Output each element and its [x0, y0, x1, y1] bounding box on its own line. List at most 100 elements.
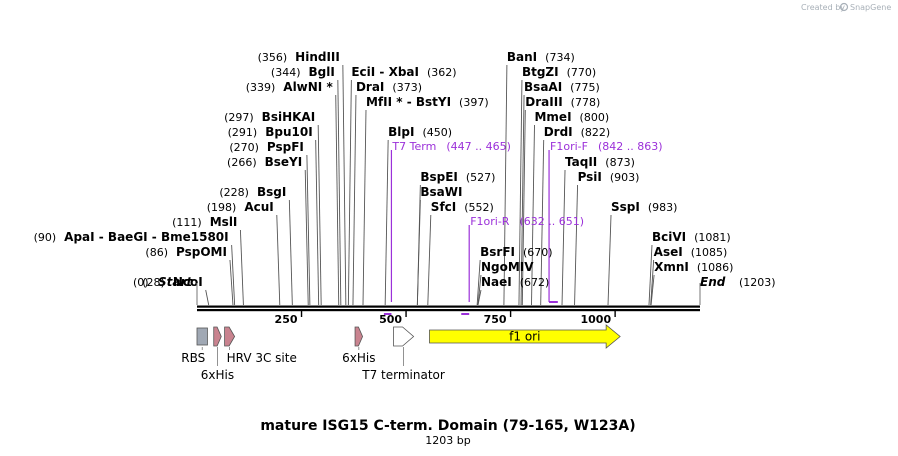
start-pos: (0): [133, 276, 149, 289]
site-pos-pspomi: (86): [145, 246, 168, 259]
primer-name-t7-term[interactable]: T7 Term: [391, 140, 436, 153]
site-pos-xmni: (1086): [697, 261, 734, 274]
site-name-acui[interactable]: AcuI: [244, 200, 273, 214]
site-name-bani[interactable]: BanI: [507, 50, 537, 64]
site-name-ecii-xbai[interactable]: EciI - XbaI: [351, 65, 419, 79]
site-line-sfci: [427, 214, 432, 306]
site-name-taqii[interactable]: TaqII: [565, 155, 597, 169]
map-subtitle: 1203 bp: [425, 434, 470, 447]
site-line-drai: [352, 94, 357, 306]
site-line-btgzi: [518, 79, 523, 306]
site-pos-blpi: (450): [422, 126, 452, 139]
site-line-bsrfi: [476, 259, 481, 306]
sequence-backbone: [197, 305, 700, 312]
site-line-bsihkai: [317, 124, 322, 306]
site-name-pspomi[interactable]: PspOMI: [176, 245, 227, 259]
site-name-naei[interactable]: NaeI: [481, 275, 512, 289]
site-name-blpi[interactable]: BlpI: [388, 125, 414, 139]
feature-hrv-3c-site-2[interactable]: [224, 326, 236, 347]
site-name-pspfi[interactable]: PspFI: [267, 140, 304, 154]
site-name-bsihkai[interactable]: BsiHKAI: [262, 110, 316, 124]
site-pos-bpu10i: (291): [228, 126, 258, 139]
site-pos-bcivi: (1081): [694, 231, 731, 244]
backbone-bottom-strand: [197, 309, 700, 312]
site-name-bsawi[interactable]: BsaWI: [420, 185, 462, 199]
site-line-bsaai: [520, 94, 525, 306]
site-pos-bgli: (344): [271, 66, 301, 79]
snapgene-credit: Created by SnapGene: [801, 2, 891, 12]
site-pos-pspfi: (270): [229, 141, 259, 154]
primer-range-f1ori-r: (632 .. 651): [519, 215, 584, 228]
site-line-bsgi: [288, 199, 293, 306]
feature-6xhis-1[interactable]: [213, 326, 222, 347]
site-pos-naei: (672): [520, 276, 550, 289]
site-line-msli: [239, 229, 244, 306]
feature-rbs-0[interactable]: [196, 327, 208, 346]
site-pos-bani: (734): [545, 51, 575, 64]
ruler-label-250: 250: [275, 313, 298, 326]
feature-t7-terminator-4[interactable]: [393, 326, 415, 347]
feature-6xhis-3[interactable]: [354, 326, 364, 347]
site-labels: NcoI (28) PspOMI (86) ApaI - BaeGI - Bme1580…: [34, 50, 734, 289]
site-line-pspomi: [229, 259, 234, 306]
site-name-sspi[interactable]: SspI: [611, 200, 640, 214]
primer-name-f1ori-r[interactable]: F1ori-R: [470, 215, 510, 228]
site-name-bcivi[interactable]: BciVI: [652, 230, 686, 244]
site-pos-sspi: (983): [648, 201, 678, 214]
site-name-asei[interactable]: AseI: [654, 245, 683, 259]
site-line-ecii-xbai: [347, 79, 352, 306]
site-pos-drai: (373): [392, 81, 422, 94]
site-line-naei: [477, 289, 482, 306]
site-name-bgli[interactable]: BglI: [309, 65, 335, 79]
site-name-drai[interactable]: DraI: [356, 80, 384, 94]
site-name-xmni[interactable]: XmnI: [654, 260, 689, 274]
site-name-alwni[interactable]: AlwNI *: [283, 80, 333, 94]
site-line-mmei: [531, 124, 535, 306]
site-name-bsrfi[interactable]: BsrFI: [480, 245, 515, 259]
ruler-label-1000: 1000: [580, 313, 611, 326]
site-line-bani: [503, 64, 508, 306]
site-pos-apai-baegi-bme1580i: (90): [34, 231, 57, 244]
end-label: End: [700, 275, 726, 289]
site-name-sfci[interactable]: SfcI: [431, 200, 456, 214]
site-name-mmei[interactable]: MmeI: [534, 110, 571, 124]
site-name-bsaai[interactable]: BsaAI: [524, 80, 562, 94]
site-line-drdi: [540, 139, 545, 306]
site-line-ncoi: [205, 289, 210, 306]
site-line-pspfi: [306, 154, 311, 306]
site-pos-taqii: (873): [605, 156, 635, 169]
site-name-drdi[interactable]: DrdI: [544, 125, 573, 139]
site-pos-bsgi: (228): [219, 186, 249, 199]
site-pos-ecii-xbai: (362): [427, 66, 457, 79]
site-name-bseyi[interactable]: BseYI: [265, 155, 303, 169]
end-pos: (1203): [739, 276, 776, 289]
snapgene-logo-icon: [839, 2, 849, 12]
site-name-bspei[interactable]: BspEI: [420, 170, 458, 184]
site-pos-btgzi: (770): [567, 66, 597, 79]
site-line-apai-baegi-bme1580i: [231, 244, 236, 306]
site-line-acui: [276, 214, 281, 306]
map-title: mature ISG15 C-term. Domain (79-165, W12…: [260, 418, 635, 434]
credit-created-by: Created by: [801, 3, 845, 12]
site-name-hindiii[interactable]: HindIII: [295, 50, 340, 64]
site-name-msli[interactable]: MslI: [210, 215, 238, 229]
site-name-mfii-bstyi[interactable]: MfII * - BstYI: [366, 95, 451, 109]
site-name-psii[interactable]: PsiI: [578, 170, 602, 184]
feature-label-6xhis-1: 6xHis: [201, 368, 234, 382]
site-name-ngomiv[interactable]: NgoMIV: [481, 260, 534, 274]
primer-range-f1ori-f: (842 .. 863): [598, 140, 663, 153]
site-name-apai-baegi-bme1580i[interactable]: ApaI - BaeGI - Bme1580I: [64, 230, 228, 244]
site-line-asei: [650, 259, 655, 306]
start-label: Start: [158, 275, 193, 289]
site-name-bsgi[interactable]: BsgI: [257, 185, 286, 199]
feature-f1-ori-5[interactable]: [429, 324, 621, 349]
site-name-bpu10i[interactable]: Bpu10I: [265, 125, 312, 139]
site-name-draiii[interactable]: DraIII: [525, 95, 562, 109]
site-pos-bsihkai: (297): [224, 111, 254, 124]
site-name-ncoi[interactable]: NcoI: [173, 275, 203, 289]
site-name-btgzi[interactable]: BtgZI: [522, 65, 559, 79]
primer-name-f1ori-f[interactable]: F1ori-F: [550, 140, 588, 153]
site-pos-mmei: (800): [580, 111, 610, 124]
site-pos-asei: (1085): [691, 246, 728, 259]
